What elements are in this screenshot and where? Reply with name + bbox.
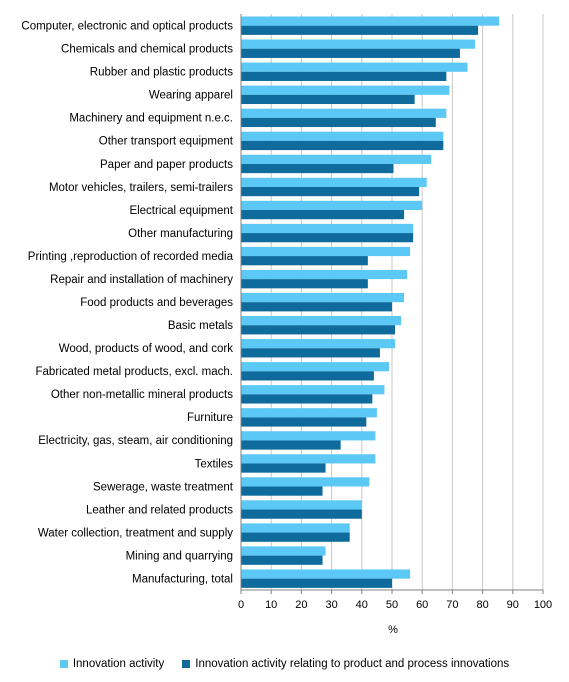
x-tick-label: 100: [534, 599, 552, 611]
bar-product-process: [241, 186, 420, 197]
legend-swatch: [59, 660, 68, 668]
bar-innovation-activity: [241, 500, 362, 510]
bar-product-process: [241, 578, 392, 588]
bar-innovation-activity: [241, 154, 432, 164]
legend: Innovation activity Innovation activity …: [0, 654, 569, 674]
bar-product-process: [241, 440, 341, 450]
category-labels: Computer, electronic and optical product…: [21, 21, 233, 586]
category-label: Textiles: [195, 458, 234, 470]
bar-product-process: [241, 210, 405, 220]
category-label: Computer, electronic and optical product…: [21, 21, 233, 33]
bar-product-process: [241, 325, 396, 335]
bar-innovation-activity: [241, 269, 408, 280]
bar-product-process: [241, 417, 367, 427]
bar-product-process: [241, 48, 460, 58]
x-tick-label: 70: [446, 599, 458, 611]
legend-label: Innovation activity relating to product …: [195, 658, 510, 670]
bar-product-process: [241, 94, 415, 105]
bar-product-process: [241, 163, 394, 174]
x-tick-label: 50: [386, 599, 398, 611]
category-label: Machinery and equipment n.e.c.: [69, 113, 233, 125]
bar-product-process: [241, 25, 479, 35]
bar-innovation-activity: [241, 131, 444, 141]
bar-innovation-activity: [241, 39, 476, 49]
x-tick-label: 90: [507, 599, 519, 611]
legend-item-product-process-innovation: Innovation activity relating to product …: [182, 658, 509, 670]
category-label: Wood, products of wood, and cork: [59, 343, 234, 355]
category-label: Chemicals and chemical products: [61, 44, 233, 56]
legend-swatch: [182, 660, 191, 668]
bar-innovation-activity: [241, 546, 326, 556]
x-tick-label: 0: [238, 599, 244, 611]
category-label: Food products and beverages: [80, 297, 233, 309]
category-label: Rubber and plastic products: [90, 67, 233, 79]
bar-innovation-activity: [241, 431, 376, 441]
bar-product-process: [241, 532, 350, 542]
bar-innovation-activity: [241, 246, 411, 257]
bars: [241, 16, 500, 588]
bar-innovation-activity: [241, 523, 350, 533]
bar-product-process: [241, 555, 323, 565]
category-label: Basic metals: [168, 320, 233, 332]
category-label: Other non-metallic mineral products: [51, 389, 233, 401]
legend-label: Innovation activity: [72, 658, 165, 670]
category-label: Other manufacturing: [128, 228, 233, 240]
bar-product-process: [241, 486, 323, 496]
bar-product-process: [241, 394, 373, 404]
category-label: Water collection, treatment and supply: [38, 527, 233, 539]
bar-innovation-activity: [241, 16, 500, 26]
bar-innovation-activity: [241, 316, 402, 326]
category-label: Wearing apparel: [149, 90, 233, 102]
bar-product-process: [241, 463, 326, 473]
bar-product-process: [241, 140, 444, 151]
category-label: Motor vehicles, trailers, semi-trailers: [49, 182, 233, 194]
bar-product-process: [241, 371, 374, 381]
category-label: Electricity, gas, steam, air conditionin…: [38, 435, 233, 447]
x-tick-label: 20: [295, 599, 307, 611]
bar-product-process: [241, 509, 362, 519]
bar-product-process: [241, 279, 368, 289]
bar-product-process: [241, 256, 368, 266]
category-label: Manufacturing, total: [132, 573, 233, 585]
bar-innovation-activity: [241, 223, 414, 234]
category-label: Printing ,reproduction of recorded media: [28, 251, 234, 263]
bar-innovation-activity: [241, 339, 396, 349]
x-tick-label: 10: [265, 599, 277, 611]
x-tick-label: 40: [356, 599, 368, 611]
category-label: Electrical equipment: [129, 205, 233, 217]
bar-product-process: [241, 233, 414, 243]
bar-product-process: [241, 302, 392, 312]
bar-innovation-activity: [241, 177, 427, 187]
category-label: Leather and related products: [86, 504, 233, 516]
category-label: Paper and paper products: [100, 159, 233, 171]
bar-innovation-activity: [241, 108, 447, 118]
category-label: Other transport equipment: [99, 136, 234, 148]
x-axis-title: %: [388, 624, 398, 636]
bar-innovation-activity: [241, 408, 377, 418]
x-tick-label: 60: [416, 599, 428, 611]
bar-product-process: [241, 117, 436, 128]
category-label: Furniture: [187, 412, 233, 424]
bar-product-process: [241, 348, 380, 358]
bar-innovation-activity: [241, 62, 468, 72]
bar-innovation-activity: [241, 385, 385, 395]
bar-innovation-activity: [241, 477, 370, 487]
category-label: Fabricated metal products, excl. mach.: [36, 366, 234, 378]
bar-product-process: [241, 71, 447, 81]
x-tick-label: 80: [476, 599, 488, 611]
bar-innovation-activity: [241, 454, 376, 464]
legend-item-innovation-activity: Innovation activity: [59, 658, 165, 670]
bar-innovation-activity: [241, 200, 423, 211]
x-tick-label: 30: [325, 599, 337, 611]
bar-innovation-activity: [241, 569, 411, 579]
bar-innovation-activity: [241, 85, 450, 95]
x-axis: 0 10 20 30 40 50 60 70 80 90 100: [238, 14, 552, 611]
category-label: Mining and quarrying: [126, 550, 233, 562]
category-label: Sewerage, waste treatment: [93, 481, 234, 493]
category-label: Repair and installation of machinery: [50, 274, 233, 286]
bar-innovation-activity: [241, 362, 389, 372]
bar-innovation-activity: [241, 292, 405, 303]
